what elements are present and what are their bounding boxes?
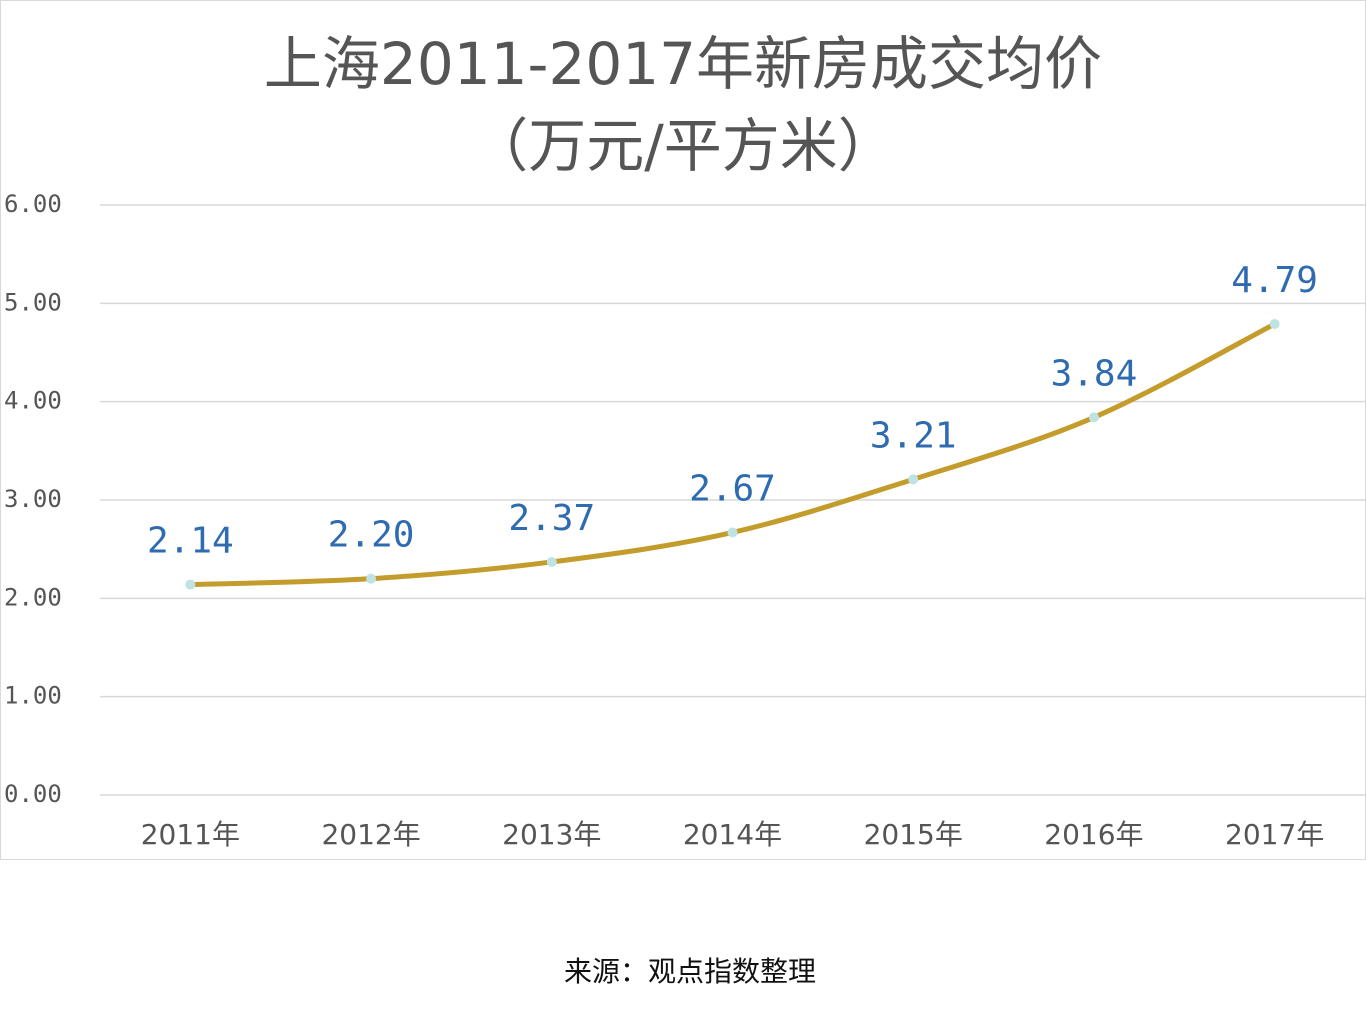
x-tick-label: 2017年 bbox=[1225, 818, 1324, 851]
y-tick-label: 2.00 bbox=[4, 583, 62, 611]
x-tick-label: 2015年 bbox=[864, 818, 963, 851]
value-label: 2.14 bbox=[147, 521, 234, 562]
point bbox=[727, 527, 738, 538]
value-label: 3.84 bbox=[1051, 353, 1138, 394]
y-tick-label: 4.00 bbox=[4, 387, 62, 415]
point bbox=[1269, 318, 1280, 329]
y-tick-label: 3.00 bbox=[4, 485, 62, 513]
y-tick-label: 1.00 bbox=[4, 682, 62, 710]
y-tick-label: 5.00 bbox=[4, 288, 62, 316]
chart-border bbox=[0, 0, 1366, 860]
x-tick-label: 2011年 bbox=[141, 818, 240, 851]
x-tick-label: 2016年 bbox=[1044, 818, 1143, 851]
x-tick-label: 2012年 bbox=[321, 818, 420, 851]
point bbox=[1088, 412, 1099, 423]
value-label: 3.21 bbox=[870, 415, 957, 456]
source-note: 来源：观点指数整理 bbox=[564, 955, 816, 988]
value-label: 2.37 bbox=[508, 498, 595, 539]
y-tick-label: 6.00 bbox=[4, 190, 62, 218]
value-label: 2.67 bbox=[689, 468, 776, 509]
value-label: 2.20 bbox=[328, 515, 415, 556]
point bbox=[185, 579, 196, 590]
x-tick-label: 2014年 bbox=[683, 818, 782, 851]
chart-subtitle: （万元/平方米） bbox=[470, 112, 896, 180]
chart-title: 上海2011-2017年新房成交均价 bbox=[264, 30, 1102, 98]
x-tick-label: 2013年 bbox=[502, 818, 601, 851]
point bbox=[908, 474, 919, 485]
y-tick-label: 0.00 bbox=[4, 780, 62, 808]
point bbox=[546, 556, 557, 567]
value-label: 4.79 bbox=[1231, 260, 1318, 301]
point bbox=[366, 573, 377, 584]
